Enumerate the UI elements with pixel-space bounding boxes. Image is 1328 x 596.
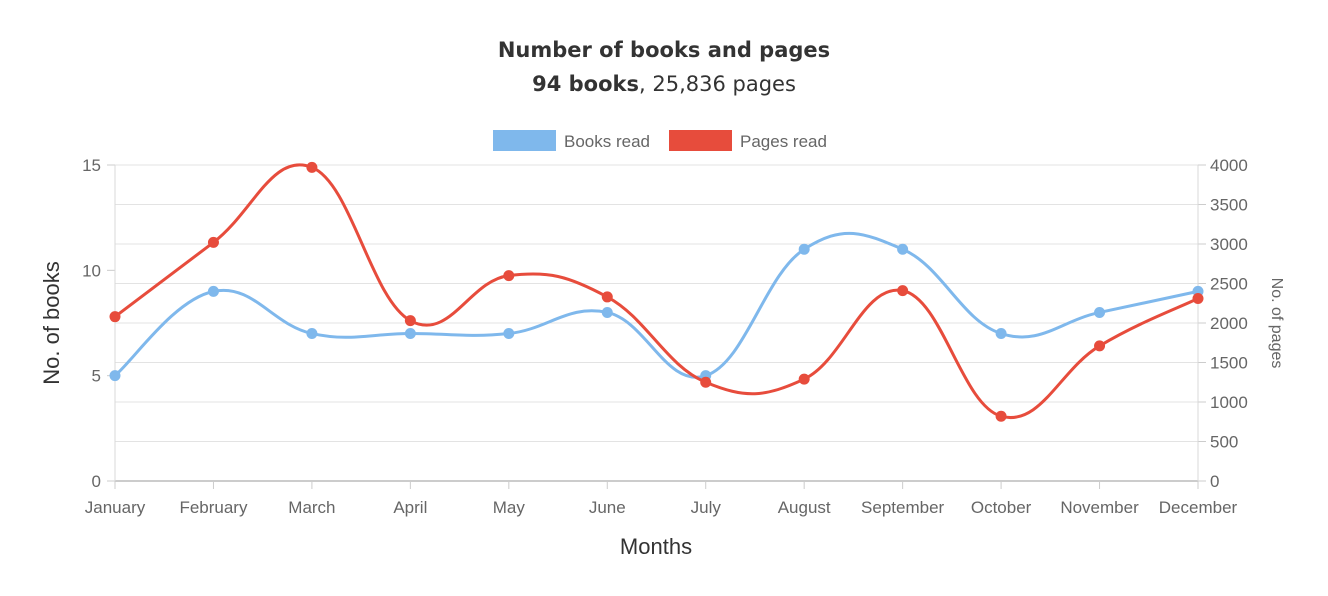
data-point-pages-read: [306, 161, 318, 173]
y2-tick-label: 2500: [1210, 275, 1248, 294]
legend-swatch: [669, 130, 732, 151]
subtitle-books-count: 94 books: [532, 72, 639, 96]
y2-axis-title: No. of pages: [1268, 278, 1285, 369]
y-axis-title: No. of books: [39, 261, 64, 385]
data-point-books-read: [897, 243, 909, 255]
data-point-pages-read: [1094, 340, 1106, 352]
data-point-pages-read: [995, 410, 1007, 422]
legend-swatch: [493, 130, 556, 151]
legend-label: Books read: [564, 132, 650, 151]
y2-tick-label: 1500: [1210, 354, 1248, 373]
y-tick-label: 0: [92, 472, 101, 491]
x-tick-label: September: [861, 498, 944, 517]
x-tick-label: January: [85, 498, 146, 517]
data-point-books-read: [995, 328, 1007, 340]
x-axis-title: Months: [620, 534, 692, 559]
data-point-pages-read: [109, 311, 121, 323]
data-point-books-read: [306, 328, 318, 340]
data-point-books-read: [404, 328, 416, 340]
y2-tick-label: 2000: [1210, 314, 1248, 333]
subtitle-separator: ,: [638, 72, 646, 96]
data-point-pages-read: [897, 285, 909, 297]
y2-tick-label: 500: [1210, 433, 1238, 452]
x-tick-label: August: [778, 498, 831, 517]
chart-subtitle: 94 books, 25,836 pages: [0, 66, 1328, 102]
data-point-books-read: [207, 285, 219, 297]
data-point-pages-read: [601, 291, 613, 303]
x-tick-label: December: [1159, 498, 1238, 517]
data-point-books-read: [601, 306, 613, 318]
legend-item-books-read[interactable]: Books read: [493, 130, 650, 151]
x-tick-label: May: [493, 498, 526, 517]
x-tick-label: November: [1060, 498, 1139, 517]
y2-tick-label: 4000: [1210, 156, 1248, 175]
y2-tick-label: 3000: [1210, 235, 1248, 254]
x-tick-label: February: [179, 498, 248, 517]
axes: 0 500 1000 1500 2000 2500 3000 3500 4000 0 5 10 15 Ja…: [82, 156, 1248, 517]
data-point-books-read: [109, 370, 121, 382]
chart-title-block: Number of books and pages 94 books, 25,8…: [0, 34, 1328, 102]
y-tick-label: 15: [82, 156, 101, 175]
legend-label: Pages read: [740, 132, 827, 151]
data-point-pages-read: [798, 373, 810, 385]
y2-tick-label: 3500: [1210, 196, 1248, 215]
data-point-books-read: [1094, 306, 1106, 318]
data-point-pages-read: [700, 376, 712, 388]
grid-lines: [107, 164, 1206, 489]
data-point-books-read: [798, 243, 810, 255]
subtitle-pages-count: 25,836 pages: [652, 72, 796, 96]
x-tick-label: June: [589, 498, 626, 517]
x-tick-label: March: [288, 498, 335, 517]
series-line-books-read: [114, 231, 1199, 379]
data-point-pages-read: [503, 270, 515, 282]
y2-tick-label: 0: [1210, 472, 1219, 491]
x-tick-label: July: [691, 498, 722, 517]
legend[interactable]: Books read Pages read: [493, 130, 827, 151]
series-line-pages-read: [114, 163, 1199, 420]
data-point-books-read: [503, 328, 515, 340]
x-tick-label: April: [393, 498, 427, 517]
y-tick-label: 5: [92, 367, 101, 386]
data-point-pages-read: [207, 236, 219, 248]
y2-tick-label: 1000: [1210, 393, 1248, 412]
chart-title: Number of books and pages: [497, 38, 831, 62]
x-tick-label: October: [971, 498, 1032, 517]
legend-item-pages-read[interactable]: Pages read: [669, 130, 827, 151]
y-tick-label: 10: [82, 261, 101, 280]
data-point-pages-read: [404, 315, 416, 327]
series-group: [109, 161, 1204, 422]
data-point-pages-read: [1192, 293, 1204, 305]
